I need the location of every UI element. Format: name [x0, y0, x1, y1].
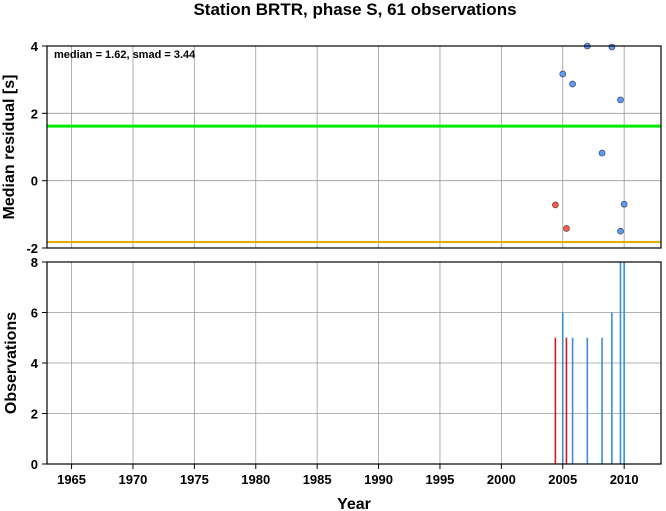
x-tick-label: 2005 — [548, 472, 577, 487]
observations-bars — [554, 262, 625, 464]
chart-title: Station BRTR, phase S, 61 observations — [193, 0, 516, 19]
x-tick-label: 1995 — [425, 472, 454, 487]
observations-y-axis-label: Observations — [3, 312, 20, 414]
y-tick-label: 0 — [31, 174, 38, 189]
residual-point — [617, 227, 624, 235]
residual-point — [552, 201, 559, 209]
residual-grid — [47, 45, 661, 249]
x-axis-label: Year — [337, 496, 371, 511]
x-tick-label: 2010 — [610, 472, 639, 487]
residual-point — [569, 80, 576, 88]
observations-y-ticks: 0 2 4 6 8 — [31, 255, 47, 472]
y-tick-label: 4 — [31, 356, 39, 371]
residual-point — [559, 70, 567, 78]
x-tick-label: 1980 — [241, 472, 270, 487]
residual-point — [598, 149, 606, 157]
residual-panel: -2 0 2 4 median = 1.62, smad = 3.44 Median … — [1, 39, 662, 256]
y-tick-label: 2 — [31, 106, 38, 121]
y-tick-label: 8 — [31, 255, 38, 270]
residual-point — [617, 96, 624, 104]
y-tick-label: 0 — [31, 457, 38, 472]
x-tick-label: 1975 — [180, 472, 209, 487]
year-x-ticks: 1965 1970 1975 1980 1985 1990 1995 2000 2005 2010 — [57, 464, 639, 487]
observations-panel: 0 2 4 6 8 1965 1970 1975 1980 1985 1990 1995 2000 20… — [3, 255, 662, 511]
residual-y-axis-label: Median residual [s] — [1, 75, 18, 220]
observations-grid — [47, 261, 661, 465]
y-tick-label: 2 — [31, 407, 38, 422]
x-tick-label: 1970 — [118, 472, 147, 487]
y-tick-label: -2 — [26, 241, 38, 256]
residual-point — [620, 200, 628, 208]
residual-frame — [46, 45, 662, 249]
x-tick-label: 1965 — [57, 472, 86, 487]
residual-point — [563, 225, 570, 232]
x-tick-label: 1985 — [303, 472, 332, 487]
median-smad-annotation: median = 1.62, smad = 3.44 — [54, 49, 196, 61]
residual-y-ticks: -2 0 2 4 — [26, 39, 47, 256]
residual-points — [552, 42, 628, 235]
x-tick-label: 2000 — [487, 472, 516, 487]
residual-reference-lines — [47, 124, 661, 243]
residual-point — [608, 43, 616, 51]
y-tick-label: 4 — [31, 39, 39, 54]
x-tick-label: 1990 — [364, 472, 393, 487]
y-tick-label: 6 — [31, 306, 38, 321]
